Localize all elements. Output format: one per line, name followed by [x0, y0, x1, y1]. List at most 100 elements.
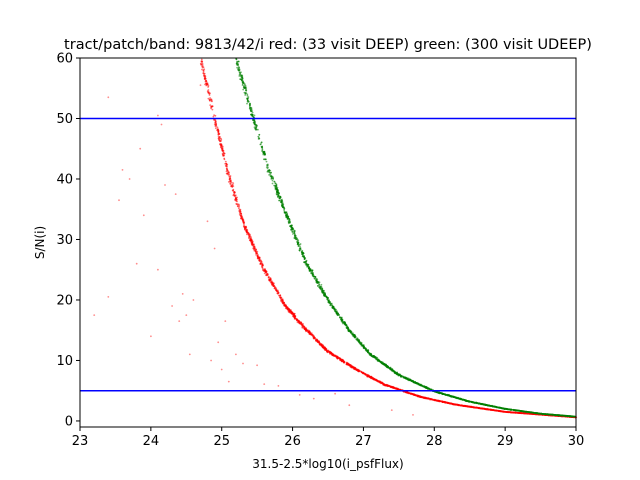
data-point — [216, 128, 219, 131]
data-point — [480, 407, 483, 410]
data-point — [174, 193, 177, 196]
data-point — [217, 130, 220, 133]
data-point — [234, 194, 236, 197]
data-point — [279, 294, 281, 297]
data-point — [237, 207, 240, 210]
data-point — [525, 410, 528, 413]
data-point — [348, 404, 351, 407]
data-point — [251, 111, 254, 114]
data-point — [385, 384, 388, 386]
data-point — [210, 359, 213, 362]
data-point — [200, 58, 203, 61]
data-point — [107, 96, 110, 99]
data-point — [222, 150, 225, 152]
data-point — [293, 234, 296, 237]
data-point — [260, 262, 262, 265]
data-point — [249, 107, 251, 109]
data-point — [255, 254, 257, 256]
data-point — [237, 203, 240, 206]
data-point — [409, 392, 412, 395]
data-point — [419, 396, 422, 398]
data-point — [282, 299, 284, 302]
data-point — [301, 325, 304, 327]
data-point — [271, 179, 274, 182]
data-point — [233, 191, 236, 194]
data-point — [222, 154, 225, 157]
data-point — [260, 260, 263, 263]
data-point — [202, 72, 205, 75]
data-point — [265, 273, 268, 276]
data-point — [204, 77, 207, 80]
data-point — [327, 349, 330, 352]
data-point — [523, 410, 526, 413]
data-point — [217, 133, 220, 135]
data-point — [299, 243, 302, 245]
data-point — [93, 314, 96, 316]
data-point — [451, 403, 454, 406]
data-point — [214, 121, 217, 123]
data-point — [224, 164, 227, 167]
data-point — [275, 193, 278, 196]
data-point — [257, 256, 260, 258]
data-point — [564, 414, 566, 417]
scatter-points — [93, 57, 578, 419]
data-point — [230, 181, 233, 184]
data-point — [356, 369, 359, 371]
data-point — [495, 405, 497, 408]
data-point — [277, 385, 280, 387]
data-point — [301, 326, 304, 329]
data-point — [367, 349, 370, 351]
data-point — [219, 140, 222, 142]
data-point — [310, 334, 313, 337]
data-point — [181, 293, 184, 295]
data-point — [211, 108, 214, 111]
data-point — [185, 314, 188, 316]
data-point — [226, 168, 229, 171]
data-point — [249, 109, 252, 112]
data-point — [248, 234, 251, 237]
data-point — [520, 412, 523, 414]
data-point — [203, 72, 206, 75]
data-point — [246, 102, 248, 105]
data-point — [492, 409, 495, 411]
data-point — [171, 305, 174, 307]
data-point — [200, 64, 203, 66]
data-point — [232, 182, 235, 185]
data-point — [285, 211, 288, 214]
data-point — [237, 63, 239, 65]
data-point — [471, 406, 474, 408]
data-point — [240, 78, 242, 80]
data-point — [476, 406, 478, 409]
data-point — [314, 276, 317, 278]
data-point — [250, 242, 253, 244]
data-point — [268, 276, 270, 279]
data-point — [352, 366, 355, 369]
data-point — [160, 123, 163, 126]
data-point — [255, 123, 258, 126]
data-point — [288, 218, 291, 221]
data-point — [227, 380, 230, 383]
data-point — [202, 70, 205, 73]
data-point — [441, 401, 444, 403]
data-point — [227, 181, 230, 183]
data-point — [291, 312, 294, 315]
data-point — [265, 270, 268, 272]
chart-title: tract/patch/band: 9813/42/i red: (33 vis… — [64, 37, 592, 53]
data-point — [296, 318, 298, 320]
data-point — [240, 217, 243, 219]
data-point — [253, 114, 256, 117]
data-point — [318, 343, 321, 346]
data-point — [285, 307, 288, 309]
data-point — [329, 351, 332, 354]
data-point — [229, 180, 232, 182]
data-point — [298, 394, 301, 396]
data-point — [395, 387, 398, 390]
series-0-points — [93, 58, 578, 419]
data-point — [525, 412, 528, 415]
data-point — [249, 237, 252, 240]
data-point — [240, 212, 242, 215]
data-point — [317, 341, 320, 343]
data-point — [431, 398, 434, 401]
data-point — [209, 104, 212, 106]
data-point — [234, 199, 237, 202]
